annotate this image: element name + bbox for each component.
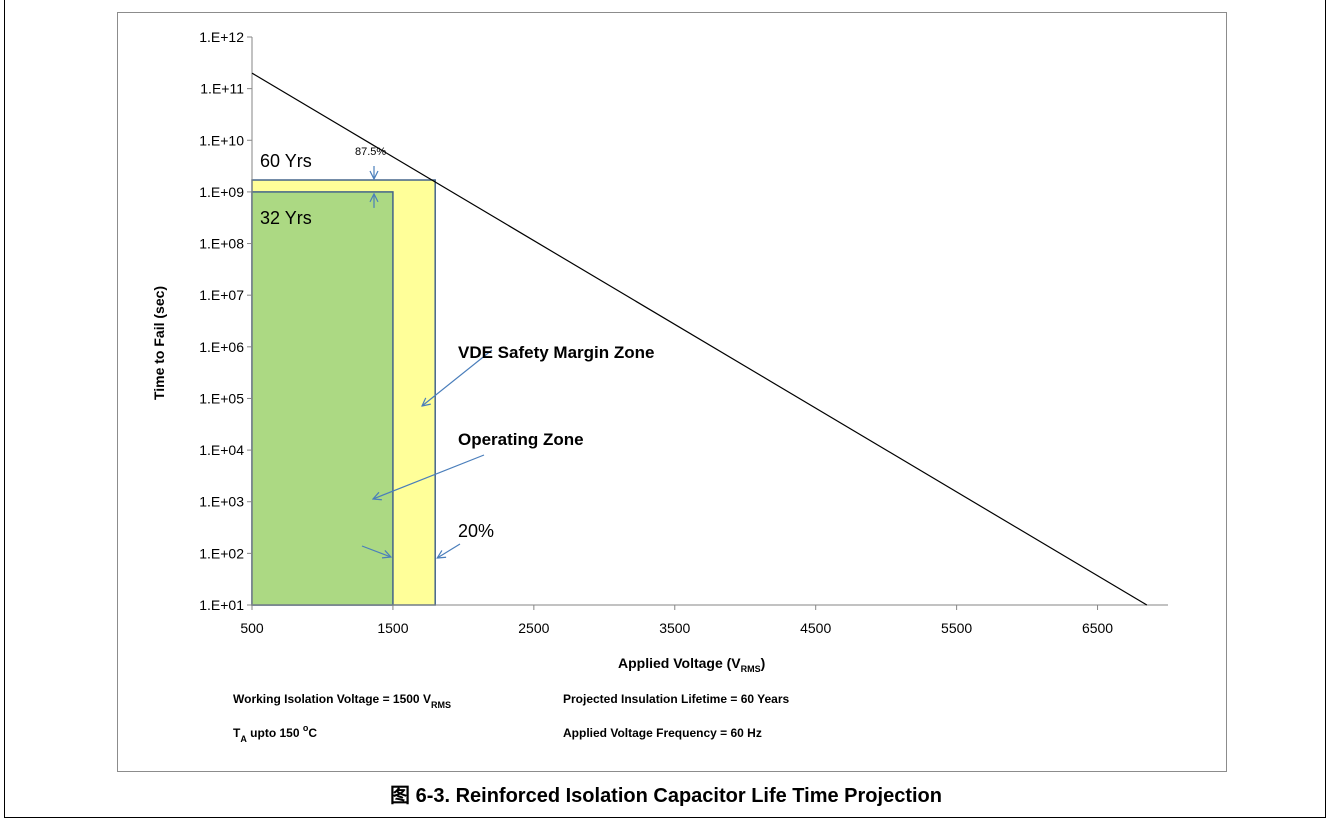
- y-tick-label: 1.E+10: [199, 132, 244, 148]
- y-tick-label: 1.E+09: [199, 184, 244, 200]
- y-tick-label: 1.E+11: [200, 81, 244, 97]
- y-tick-label: 1.E+02: [199, 545, 244, 561]
- label-60-yrs: 60 Yrs: [260, 151, 312, 171]
- label-32-yrs: 32 Yrs: [260, 208, 312, 228]
- annotation-arrows: [361, 166, 493, 558]
- y-tick-label: 1.E+04: [199, 442, 244, 458]
- label-87-5-percent: 87.5%: [355, 146, 386, 158]
- x-axis-title: Applied Voltage (VRMS): [618, 655, 765, 674]
- note-applied-voltage-frequency: Applied Voltage Frequency = 60 Hz: [563, 726, 762, 740]
- lifetime-chart: 1.E+01 1.E+02 1.E+03 1.E+04 1.E+05 1.E+06 1.E+…: [151, 29, 1168, 744]
- y-ticks: 1.E+01 1.E+02 1.E+03 1.E+04 1.E+05 1.E+06 1.E+…: [199, 29, 252, 613]
- x-tick-label: 4500: [800, 620, 831, 636]
- series: [251, 72, 1148, 606]
- zones: [251, 179, 436, 606]
- note-ambient-temperature: TA upto 150 oC: [233, 723, 317, 744]
- x-tick-label: 6500: [1082, 620, 1113, 636]
- operating-zone: [251, 191, 394, 606]
- lifetime-line: [251, 72, 1148, 606]
- figure-caption: 图 6-3. Reinforced Isolation Capacitor Li…: [390, 785, 942, 807]
- x-tick-label: 2500: [518, 620, 549, 636]
- label-operating-zone: Operating Zone: [458, 430, 584, 449]
- y-tick-label: 1.E+07: [199, 287, 244, 303]
- arrow-operating-zone: [373, 454, 485, 499]
- y-tick-label: 1.E+03: [199, 494, 244, 510]
- note-working-isolation-voltage: Working Isolation Voltage = 1500 VRMS: [233, 692, 451, 710]
- arrow-20-right: [437, 543, 461, 558]
- x-ticks: 500 1500 2500 3500 4500 5500 6500: [240, 605, 1113, 636]
- y-tick-label: 1.E+01: [199, 597, 244, 613]
- note-projected-insulation-lifetime: Projected Insulation Lifetime = 60 Years: [563, 692, 790, 706]
- label-20-percent: 20%: [458, 521, 494, 541]
- y-tick-label: 1.E+06: [199, 339, 244, 355]
- axes: [251, 37, 1168, 606]
- y-tick-label: 1.E+12: [199, 29, 244, 45]
- arrow-vde-zone: [422, 349, 493, 406]
- page-frame: [4, 0, 1326, 818]
- label-vde-safety-margin-zone: VDE Safety Margin Zone: [458, 343, 654, 362]
- y-axis-title: Time to Fail (sec): [151, 286, 167, 400]
- y-tick-label: 1.E+05: [199, 390, 244, 406]
- y-tick-label: 1.E+08: [199, 236, 244, 252]
- chart-frame: 1.E+01 1.E+02 1.E+03 1.E+04 1.E+05 1.E+06 1.E+…: [117, 12, 1227, 772]
- x-tick-label: 1500: [377, 620, 408, 636]
- arrow-20-left: [361, 545, 391, 557]
- x-tick-label: 5500: [941, 620, 972, 636]
- x-tick-label: 500: [240, 620, 264, 636]
- x-tick-label: 3500: [659, 620, 690, 636]
